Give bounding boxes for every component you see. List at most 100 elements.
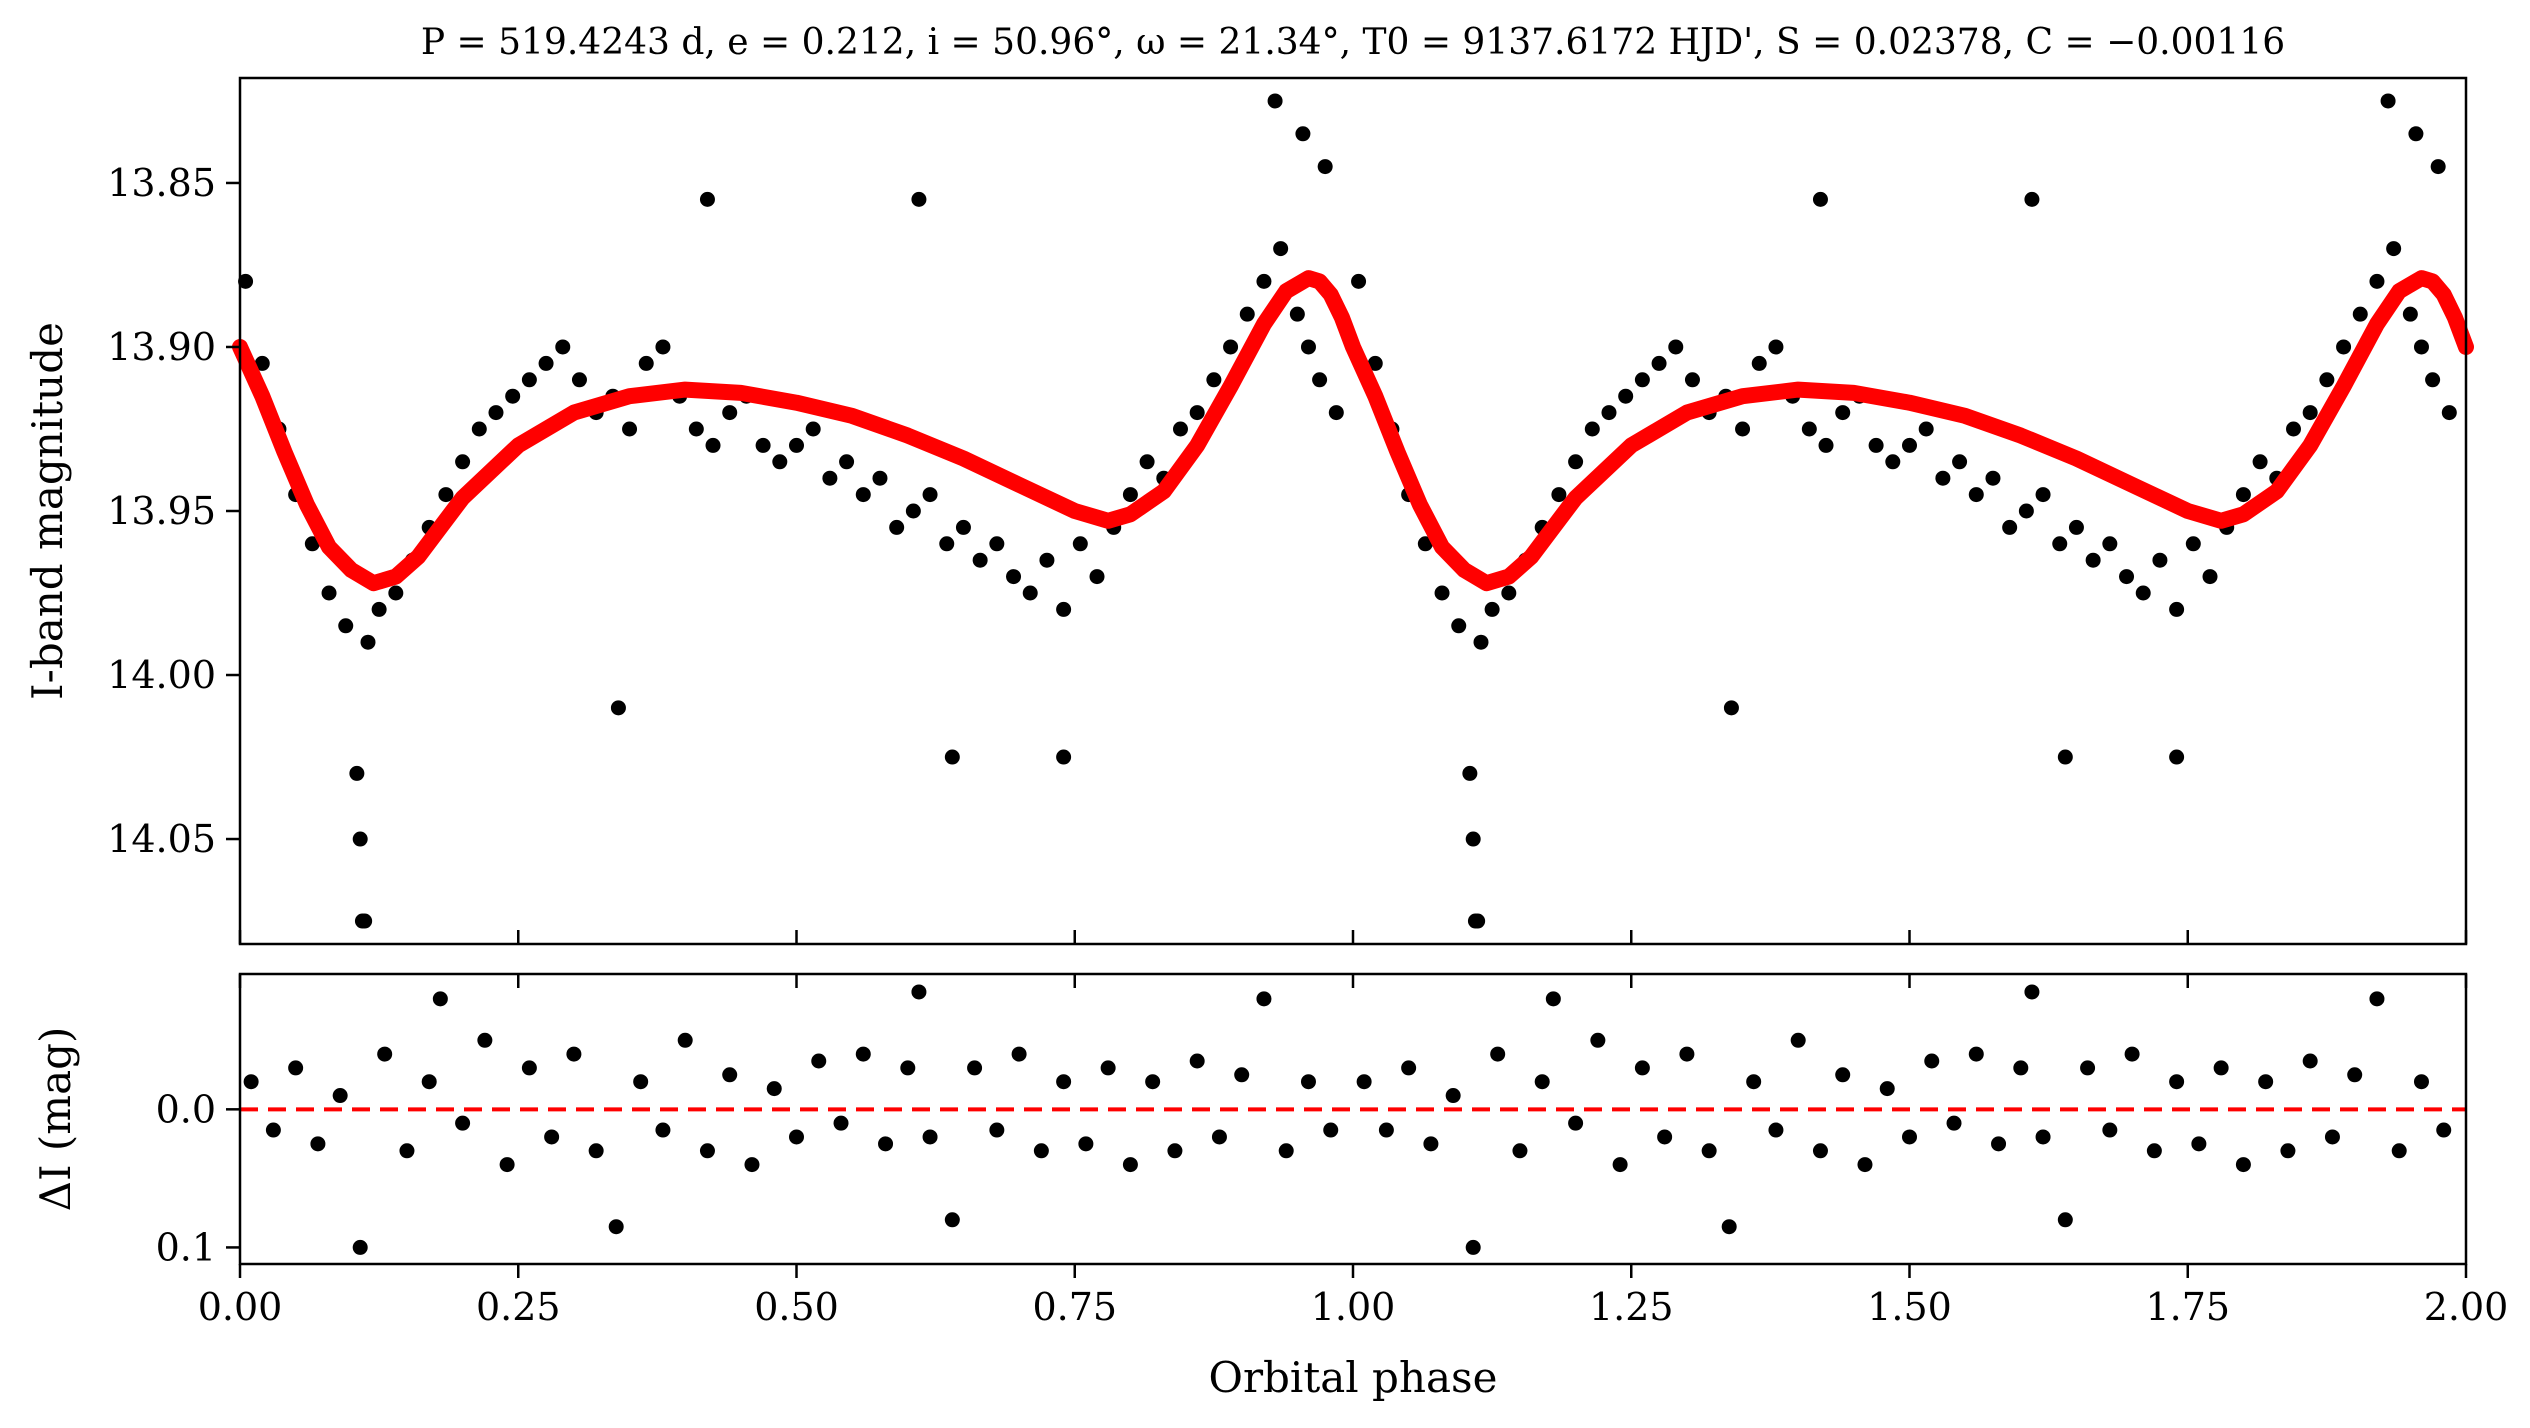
residual-point bbox=[2258, 1074, 2274, 1090]
data-point bbox=[1072, 536, 1088, 552]
data-point bbox=[254, 355, 270, 371]
residual-point bbox=[1857, 1157, 1873, 1173]
residual-point bbox=[1902, 1129, 1917, 1145]
top-panel-y-ticks: 13.85 13.90 13.95 14.00 14.05 bbox=[107, 161, 240, 861]
data-point bbox=[1256, 273, 1272, 289]
residual-point bbox=[2080, 1060, 2096, 1076]
data-point bbox=[2413, 339, 2429, 355]
data-point bbox=[722, 405, 738, 421]
data-point bbox=[1818, 437, 1834, 453]
residual-point bbox=[900, 1060, 916, 1076]
data-point bbox=[2386, 241, 2402, 257]
data-point bbox=[1601, 405, 1617, 421]
x-tick-label: 0.75 bbox=[1032, 1285, 1117, 1329]
residual-point bbox=[1790, 1032, 1806, 1048]
data-point bbox=[705, 437, 721, 453]
residual-point bbox=[989, 1122, 1005, 1138]
data-point bbox=[521, 372, 537, 388]
data-point bbox=[2169, 601, 2185, 617]
residual-point bbox=[455, 1115, 471, 1131]
residual-point bbox=[766, 1081, 782, 1097]
residual-point bbox=[544, 1129, 560, 1145]
residual-point bbox=[2013, 1060, 2029, 1076]
residual-point bbox=[2235, 1157, 2251, 1173]
data-point bbox=[2024, 191, 2040, 207]
data-point bbox=[889, 519, 905, 535]
residual-point bbox=[699, 1143, 715, 1159]
data-point bbox=[1812, 191, 1828, 207]
data-point bbox=[2068, 519, 2084, 535]
residual-point bbox=[288, 1060, 304, 1076]
residual-point bbox=[833, 1115, 849, 1131]
residual-point bbox=[2436, 1122, 2452, 1138]
data-point bbox=[1056, 749, 1072, 765]
residual-point bbox=[1033, 1143, 1049, 1159]
data-point bbox=[1501, 585, 1517, 601]
y-tick-label: 13.85 bbox=[107, 161, 216, 205]
data-point bbox=[2408, 126, 2424, 142]
data-point bbox=[371, 601, 387, 617]
data-point bbox=[839, 454, 855, 470]
residual-point bbox=[1356, 1074, 1372, 1090]
residual-point bbox=[1657, 1129, 1673, 1145]
data-point bbox=[1473, 634, 1489, 650]
residual-point bbox=[1968, 1046, 1984, 1062]
data-point bbox=[1451, 618, 1467, 634]
top-panel: 13.85 13.90 13.95 14.00 14.05 I-band magnitu… bbox=[23, 76, 2474, 946]
bottom-panel-y-axis-label: ΔI (mag) bbox=[31, 1027, 80, 1212]
residual-point bbox=[477, 1032, 493, 1048]
data-point bbox=[1273, 241, 1289, 257]
data-point bbox=[1868, 437, 1884, 453]
residual-point bbox=[1445, 1088, 1461, 1104]
data-point bbox=[388, 585, 404, 601]
residual-point bbox=[1679, 1046, 1695, 1062]
x-tick-label: 1.25 bbox=[1589, 1285, 1674, 1329]
x-tick-label: 1.75 bbox=[2145, 1285, 2230, 1329]
data-point bbox=[1584, 421, 1600, 437]
residual-point bbox=[1300, 1074, 1316, 1090]
data-point bbox=[1935, 470, 1951, 486]
y-tick-label: 14.05 bbox=[107, 817, 216, 861]
residual-point bbox=[588, 1143, 604, 1159]
data-point bbox=[488, 405, 504, 421]
x-tick-label: 0.50 bbox=[754, 1285, 839, 1329]
residual-point bbox=[2191, 1136, 2207, 1152]
data-point bbox=[1312, 372, 1328, 388]
data-point bbox=[2235, 487, 2251, 503]
residual-point bbox=[811, 1053, 827, 1069]
residual-point bbox=[2057, 1212, 2073, 1228]
residual-point bbox=[1568, 1115, 1584, 1131]
data-point bbox=[1835, 405, 1851, 421]
data-point bbox=[1289, 306, 1305, 322]
data-point bbox=[2369, 273, 2385, 289]
residual-point bbox=[2324, 1129, 2340, 1145]
residual-point bbox=[352, 1239, 368, 1255]
data-point bbox=[911, 191, 927, 207]
data-point bbox=[1417, 536, 1433, 552]
residual-point bbox=[1100, 1060, 1116, 1076]
data-point bbox=[655, 339, 671, 355]
residual-point bbox=[744, 1157, 760, 1173]
data-point bbox=[2285, 421, 2301, 437]
data-point bbox=[2336, 339, 2352, 355]
data-point bbox=[688, 421, 704, 437]
residual-point bbox=[878, 1136, 894, 1152]
data-point bbox=[1751, 355, 1767, 371]
residual-point bbox=[1122, 1157, 1138, 1173]
data-point bbox=[2152, 552, 2168, 568]
residual-point bbox=[1011, 1046, 1027, 1062]
data-point bbox=[922, 487, 938, 503]
data-point bbox=[538, 355, 554, 371]
residual-point bbox=[655, 1122, 671, 1138]
data-point bbox=[2035, 487, 2051, 503]
data-point bbox=[2057, 749, 2073, 765]
data-point bbox=[789, 437, 804, 453]
residual-point bbox=[243, 1074, 259, 1090]
residual-point bbox=[1746, 1074, 1762, 1090]
data-point bbox=[1039, 552, 1055, 568]
data-point bbox=[872, 470, 888, 486]
data-point bbox=[2441, 405, 2457, 421]
data-point bbox=[2102, 536, 2118, 552]
residual-point bbox=[944, 1212, 960, 1228]
